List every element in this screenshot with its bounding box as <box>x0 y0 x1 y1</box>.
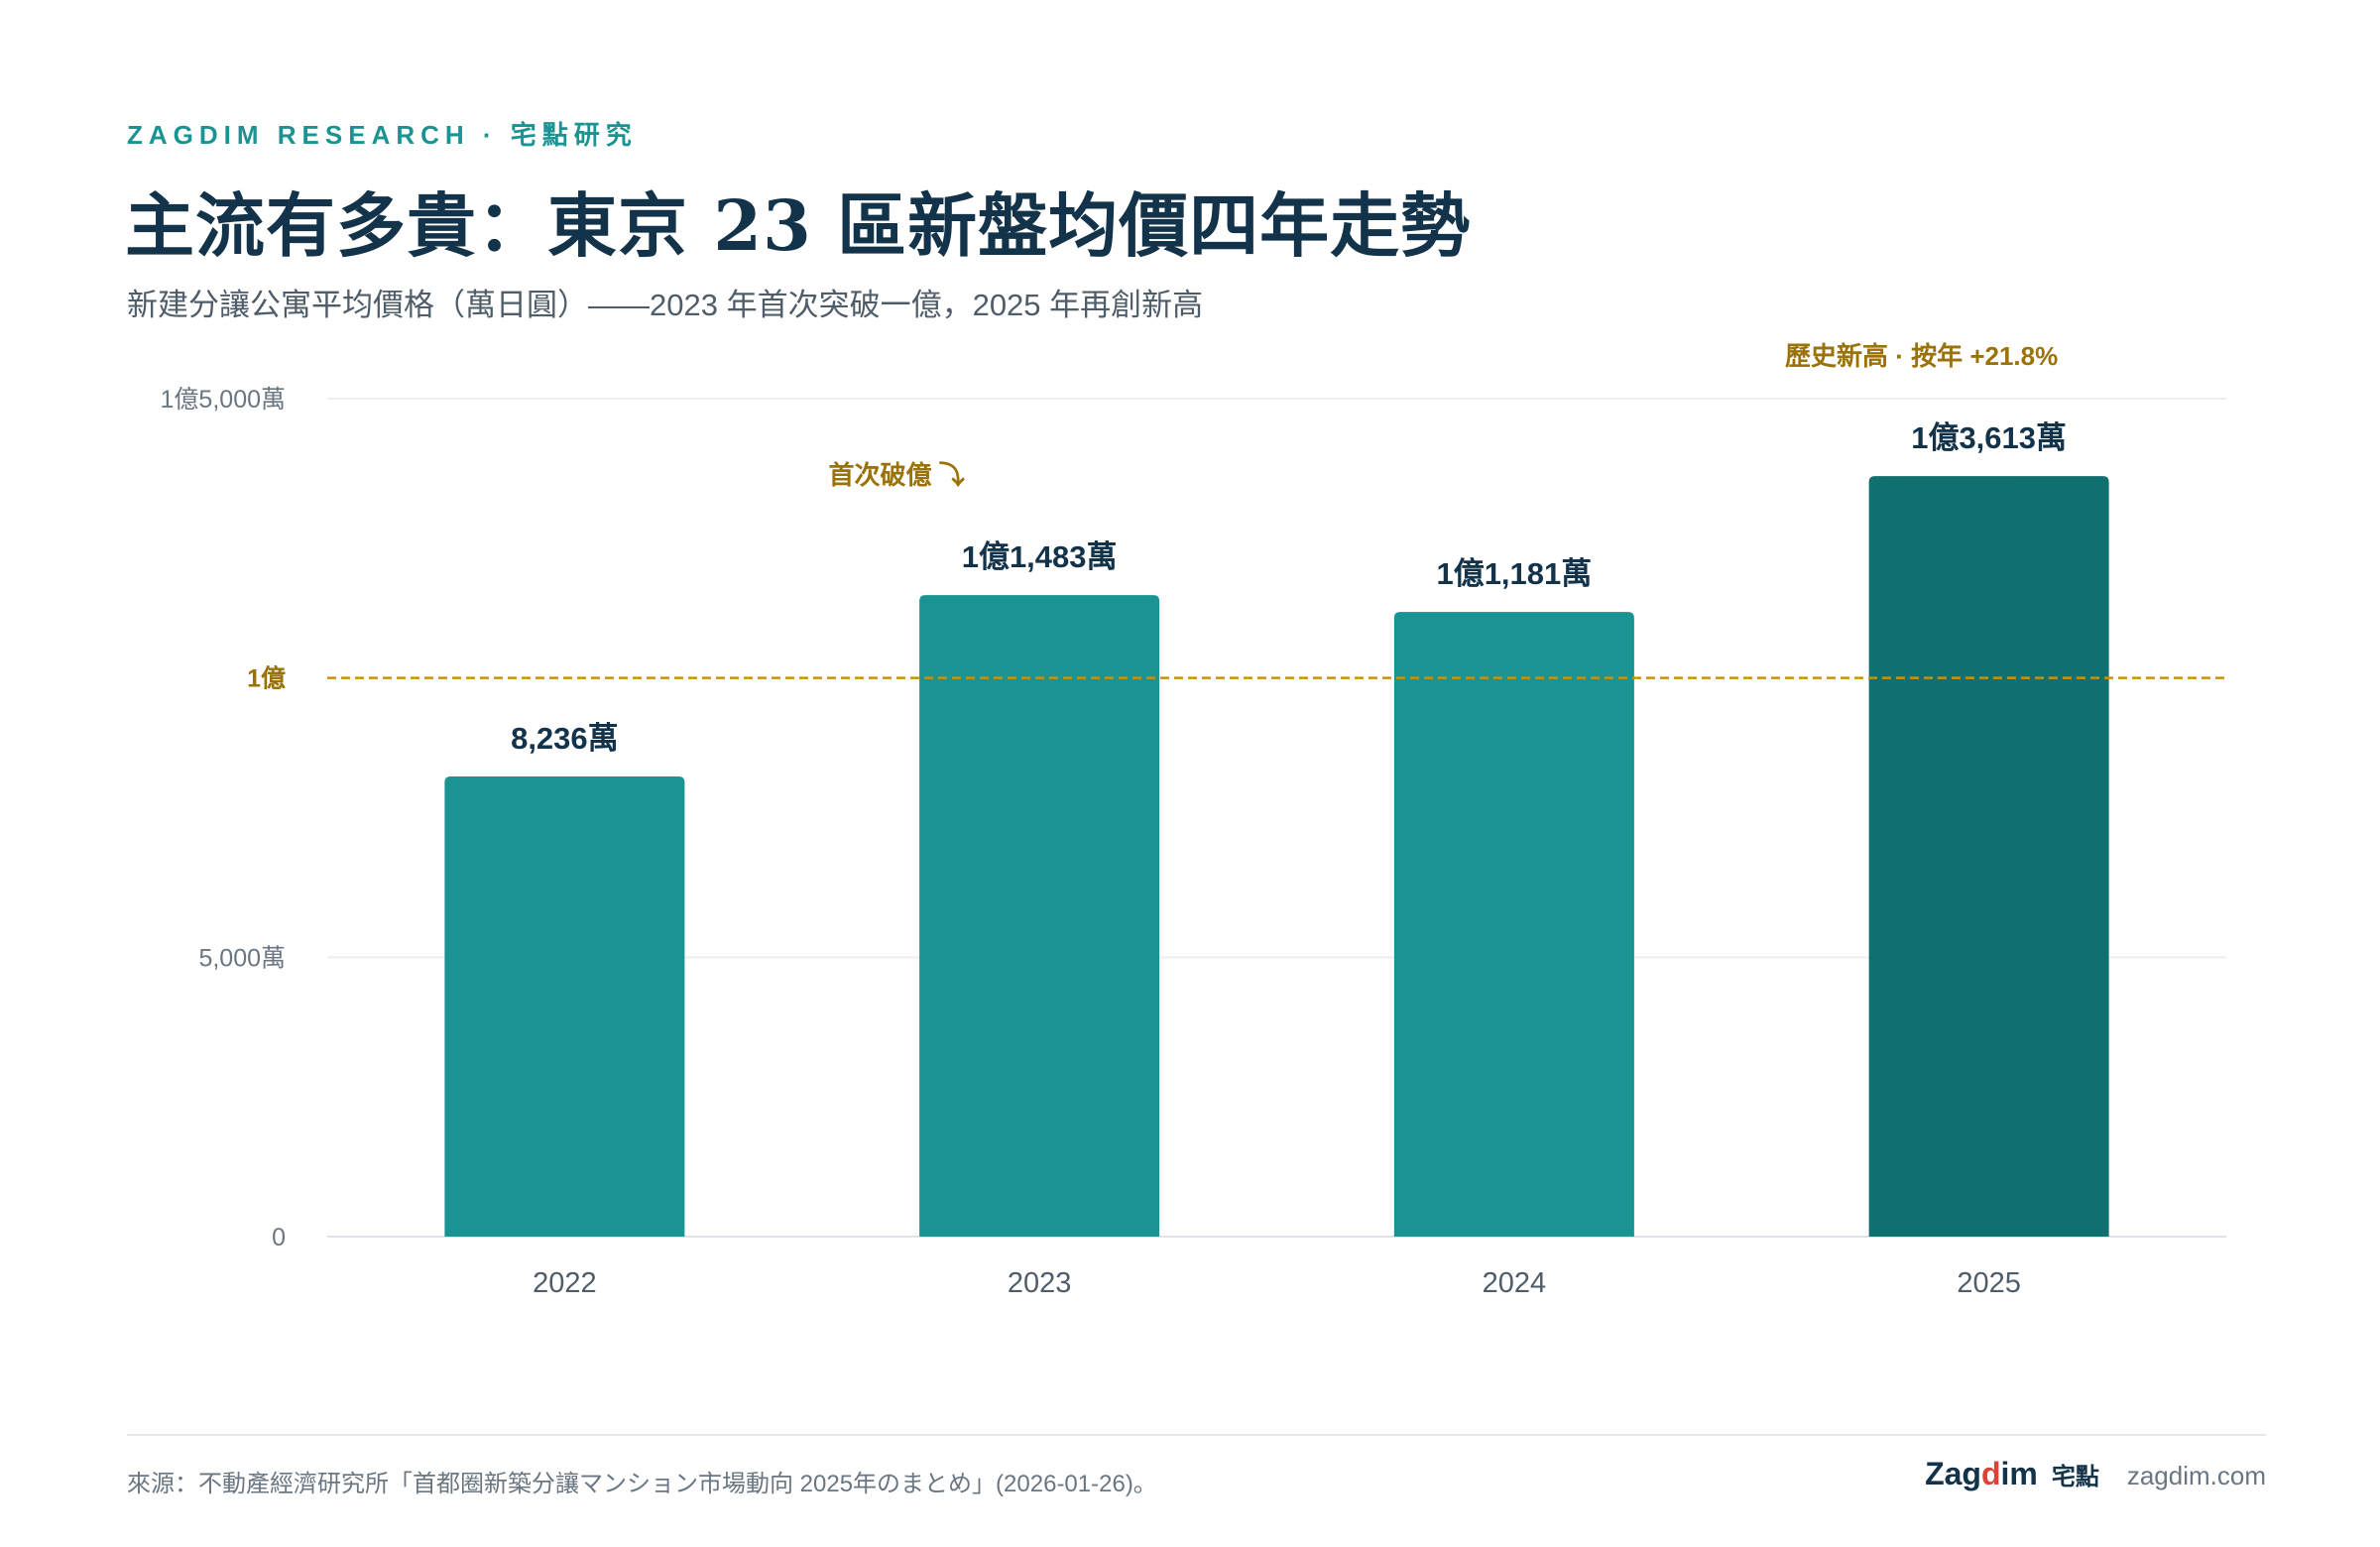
y-tick-label-0: 0 <box>272 1224 286 1251</box>
page-subtitle: 新建分讓公寓平均價格（萬日圓）——2023 年首次突破一億，2025 年再創新高 <box>127 288 1204 322</box>
bar-2023 <box>919 595 1160 1237</box>
brand: Zagdim 宅點 zagdim.com <box>1925 1456 2266 1492</box>
brand-logo: Zagdim <box>1925 1456 2038 1492</box>
y-tick-label-1: 5,000萬 <box>198 944 286 972</box>
data-label-2025: 1億3,613萬 <box>1911 420 2067 455</box>
kicker: ZAGDIM RESEARCH · 宅點研究 <box>127 120 638 150</box>
data-label-2024: 1億1,181萬 <box>1436 556 1592 591</box>
brand-logo-post: im <box>2000 1456 2038 1491</box>
bar-chart: 0 5,000萬 1億5,000萬 1億 8,236萬 1億1,483萬 1億1,181萬 1… <box>161 341 2226 1299</box>
reference-line-label: 1億 <box>247 664 286 693</box>
footer-divider <box>127 1434 2266 1436</box>
source-note: 來源：不動產經濟研究所「首都圈新築分讓マンション市場動向 2025年のまとめ」(… <box>127 1471 1157 1497</box>
bar-2022 <box>444 776 685 1237</box>
y-tick-label-2: 1億5,000萬 <box>161 386 286 414</box>
bar-2024 <box>1393 612 1634 1237</box>
x-tick-label-2023: 2023 <box>1008 1267 1072 1299</box>
x-tick-label-2022: 2022 <box>533 1267 597 1299</box>
x-tick-label-2024: 2024 <box>1483 1267 1547 1299</box>
brand-logo-pre: Zag <box>1925 1456 1981 1491</box>
brand-cn: 宅點 <box>2051 1464 2099 1490</box>
brand-url: zagdim.com <box>2126 1461 2266 1490</box>
data-label-2023: 1億1,483萬 <box>962 539 1118 574</box>
page-title: 主流有多貴：東京 23 區新盤均價四年走勢 <box>125 184 1472 267</box>
annotation-2025: 歷史新高 · 按年 +21.8% <box>1785 341 2058 371</box>
brand-logo-accent: d <box>1980 1456 2001 1491</box>
bar-2025 <box>1868 476 2109 1237</box>
x-tick-label-2025: 2025 <box>1957 1267 2021 1299</box>
annotation-2023: 首次破億 ⤵ <box>829 460 966 490</box>
data-label-2022: 8,236萬 <box>511 721 619 756</box>
